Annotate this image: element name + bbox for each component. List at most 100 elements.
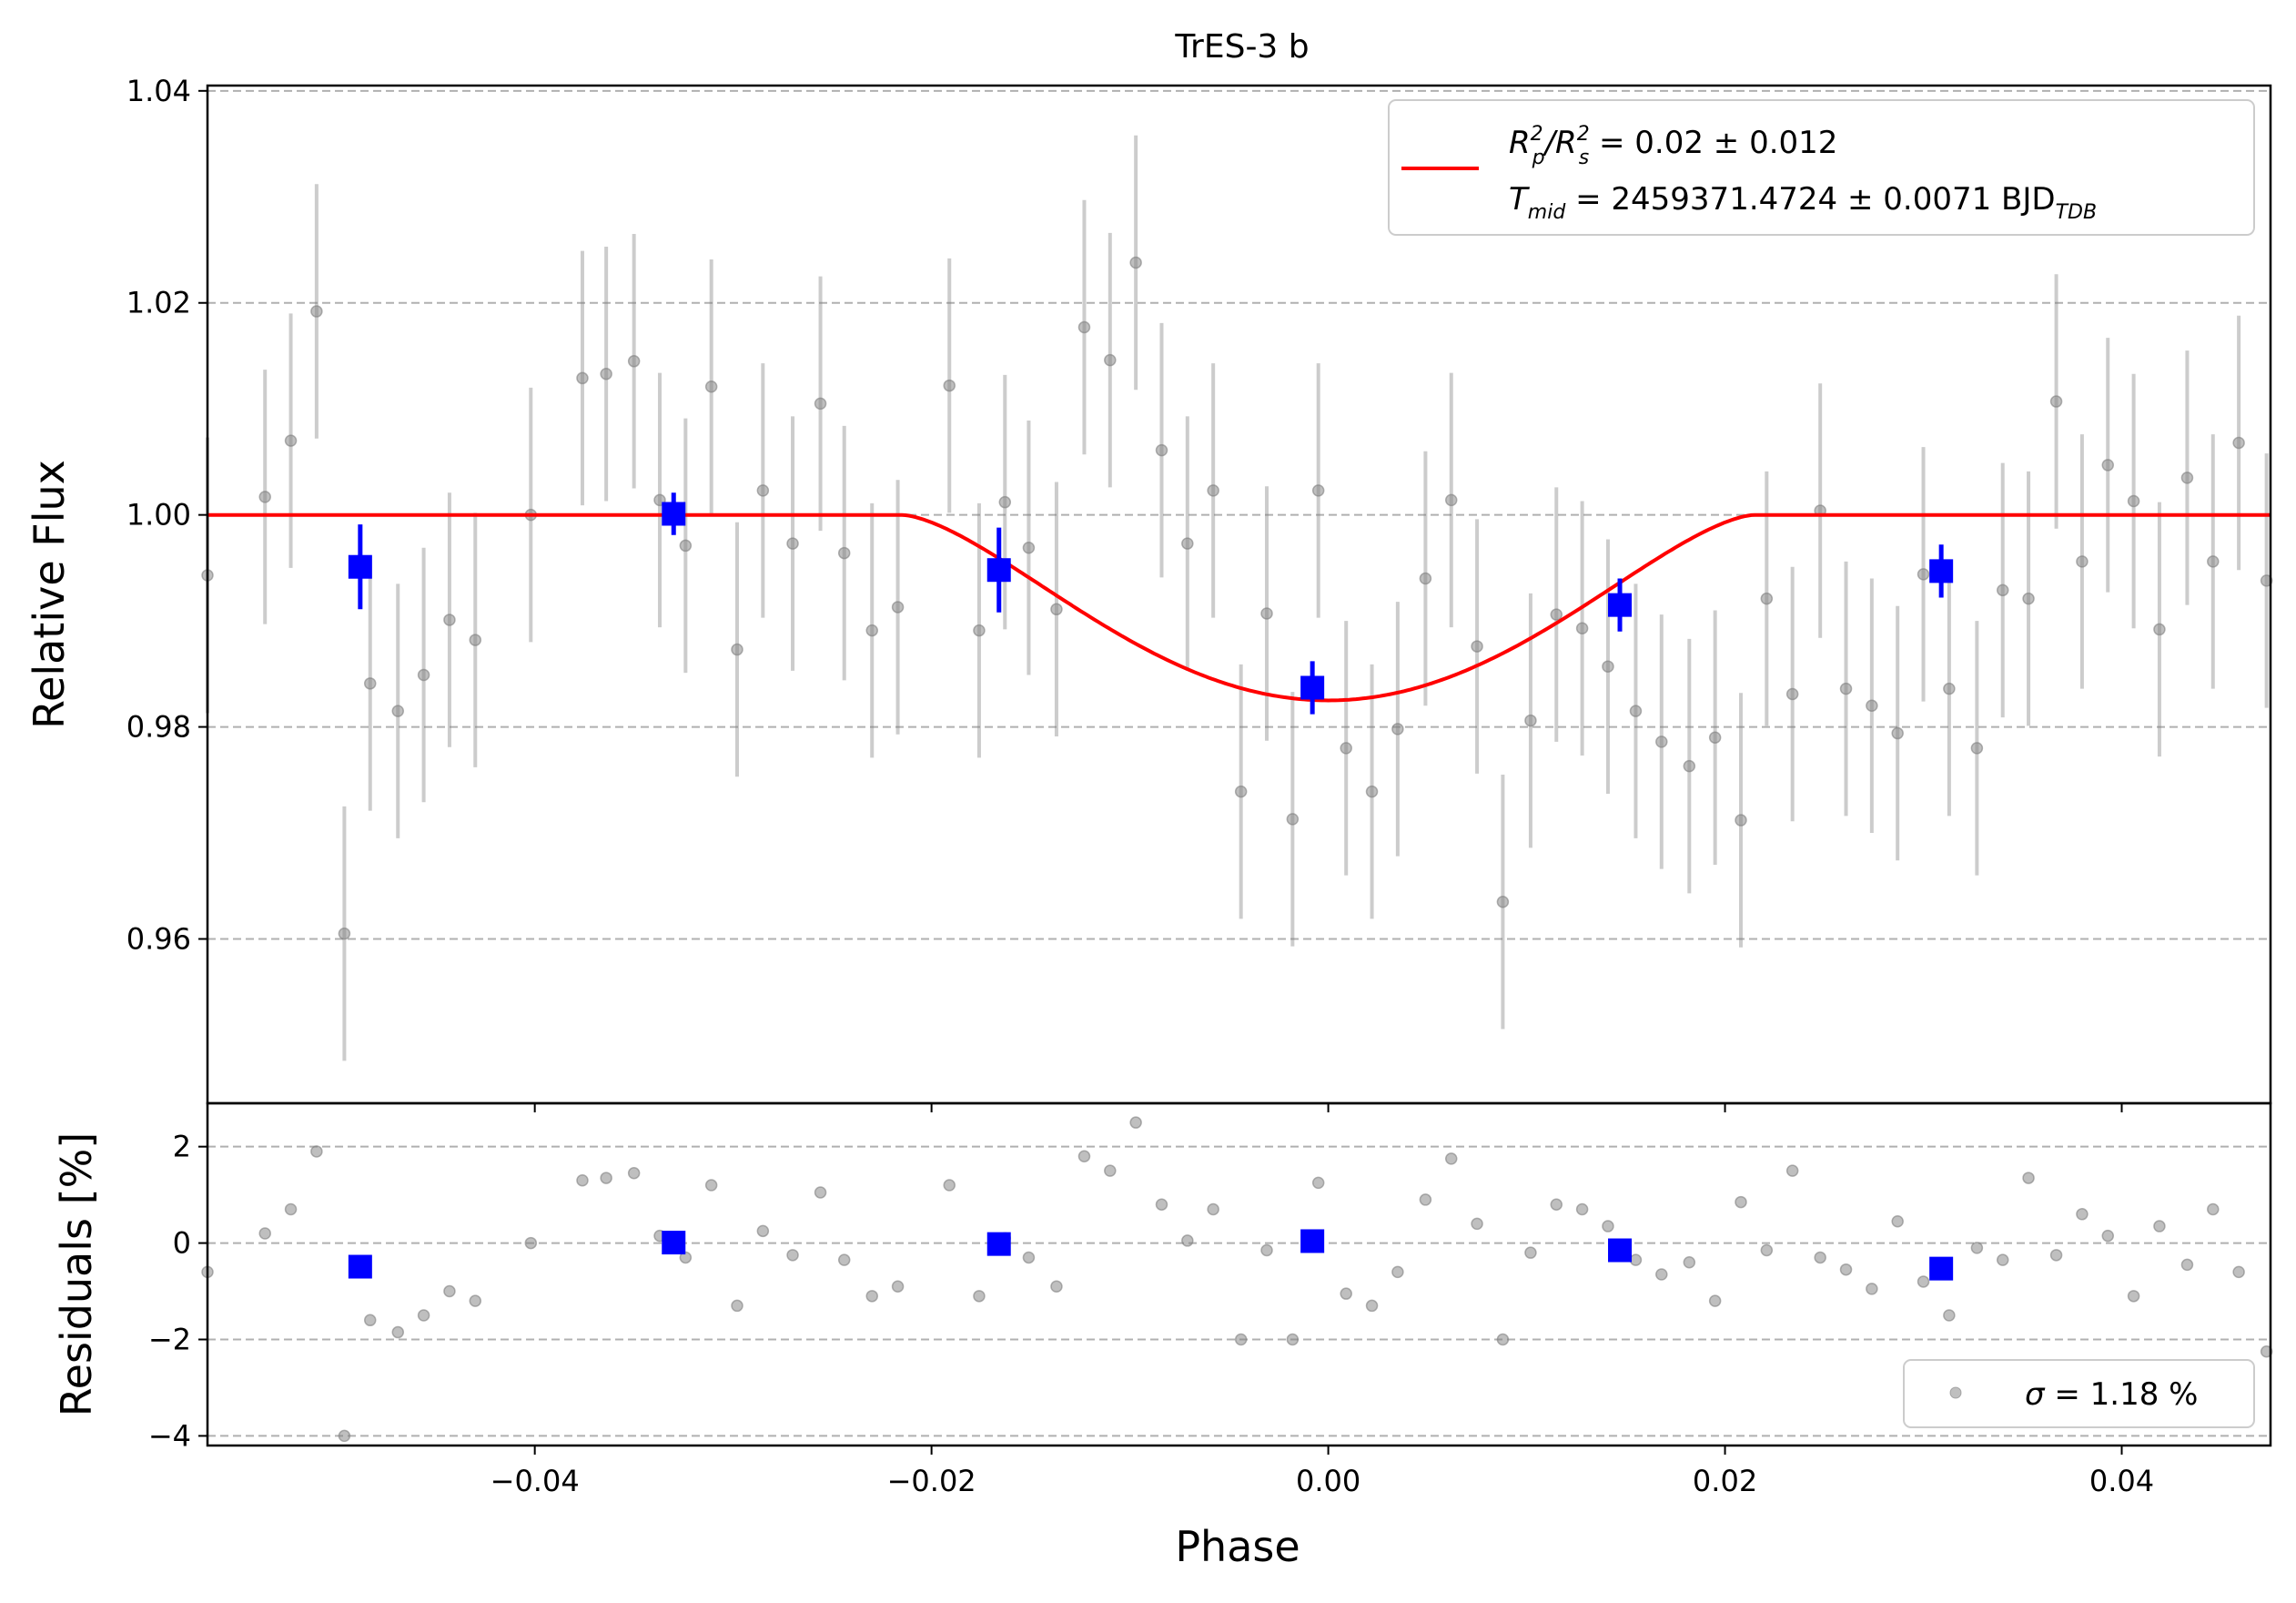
residual-raw-point	[2207, 1202, 2220, 1216]
residual-raw-point	[363, 1314, 377, 1327]
residual-raw-point	[1104, 1164, 1117, 1177]
raw-data-point	[1365, 785, 1379, 798]
residual-binned-point	[1929, 1256, 1954, 1281]
residual-raw-point	[1311, 1176, 1325, 1190]
residual-raw-point	[1629, 1253, 1643, 1266]
raw-data-point	[1629, 705, 1643, 717]
residual-raw-point	[1943, 1309, 1956, 1322]
residual-legend-box	[1903, 1359, 2255, 1428]
residual-raw-point	[2260, 1344, 2273, 1358]
main-y-axis-title: Relative Flux	[25, 460, 74, 729]
residual-raw-point	[1022, 1251, 1036, 1264]
residual-raw-point	[1524, 1246, 1537, 1259]
residual-raw-point	[756, 1224, 770, 1238]
legend-depth-text: R2 p/R2 s = 0.02 ± 0.012	[1509, 123, 1837, 169]
x-tick-label: 0.04	[2089, 1464, 2154, 1498]
transit-model-line	[207, 512, 2271, 703]
raw-data-point	[2049, 395, 2063, 408]
residual-raw-point	[891, 1280, 905, 1293]
residual-y-tick-label: 0	[173, 1226, 191, 1261]
residual-raw-point	[1207, 1202, 1219, 1216]
raw-data-point	[1260, 607, 1273, 620]
residual-binned-point	[348, 1254, 372, 1279]
residual-raw-point	[1419, 1193, 1432, 1206]
main-y-tick-label: 1.00	[126, 498, 191, 533]
raw-data-point	[1207, 484, 1219, 497]
main-y-tick-label: 0.96	[126, 921, 191, 956]
residual-raw-point	[1365, 1299, 1379, 1313]
raw-data-point	[391, 705, 405, 717]
residual-raw-point	[1917, 1275, 1930, 1288]
residual-raw-point	[1155, 1198, 1168, 1211]
raw-data-point	[679, 539, 693, 553]
raw-data-point	[973, 624, 986, 637]
raw-data-point	[1996, 583, 2009, 597]
residual-raw-point	[2022, 1172, 2035, 1184]
residual-raw-point	[1340, 1287, 1352, 1300]
residual-y-tick-label: −2	[148, 1322, 191, 1356]
residual-raw-point	[1129, 1116, 1142, 1129]
chart-title: TrES-3 b	[1174, 28, 1309, 66]
residual-raw-point	[1996, 1253, 2009, 1266]
residual-raw-point	[443, 1284, 456, 1298]
raw-data-point	[1760, 592, 1774, 605]
residual-raw-point	[524, 1236, 538, 1250]
legend-residual-marker	[1949, 1386, 1962, 1399]
raw-data-point	[363, 677, 377, 690]
raw-data-point	[2207, 555, 2220, 568]
raw-data-point	[837, 546, 851, 560]
residual-raw-point	[1891, 1214, 1904, 1228]
residual-raw-point	[1550, 1198, 1563, 1211]
raw-data-point	[1496, 895, 1510, 908]
raw-data-point	[1708, 731, 1722, 744]
residual-raw-point	[2049, 1249, 2063, 1262]
raw-data-point	[1311, 484, 1325, 497]
raw-data-point	[943, 379, 956, 392]
residual-raw-point	[786, 1249, 799, 1262]
residual-raw-point	[704, 1179, 718, 1192]
raw-data-point	[1104, 353, 1117, 367]
raw-data-point	[1655, 736, 1668, 748]
raw-data-point	[891, 601, 905, 614]
raw-data-point	[814, 397, 827, 411]
residual-raw-point	[943, 1179, 956, 1192]
raw-data-point	[2232, 436, 2245, 450]
raw-data-point	[417, 668, 430, 682]
residual-raw-point	[1260, 1243, 1273, 1257]
residual-y-ticks: 2 0 −2 −4	[148, 1130, 207, 1453]
residual-raw-point	[1839, 1263, 1853, 1276]
main-y-tick-label: 0.98	[126, 710, 191, 745]
residual-raw-point	[2180, 1258, 2194, 1272]
raw-data-point	[1785, 687, 1799, 701]
residual-raw-point	[600, 1172, 612, 1184]
residual-raw-point	[1575, 1202, 1589, 1216]
raw-data-point	[1129, 256, 1142, 269]
raw-data-point	[1340, 742, 1352, 755]
raw-data-point	[2022, 592, 2035, 605]
raw-data-point	[1839, 682, 1853, 695]
residual-raw-point	[1181, 1234, 1194, 1247]
residual-y-tick-label: 2	[173, 1130, 191, 1164]
raw-data-point	[600, 368, 612, 380]
residual-raw-point	[1286, 1333, 1300, 1346]
raw-data-point	[1181, 537, 1194, 550]
raw-data-point	[1419, 572, 1432, 585]
main-binned-points	[348, 492, 1954, 715]
raw-data-point	[2153, 623, 2166, 636]
raw-data-point	[1602, 660, 1614, 673]
residual-binned-point	[1300, 1229, 1325, 1253]
raw-data-point	[1970, 742, 1984, 755]
raw-data-point	[1471, 640, 1483, 653]
raw-data-point	[865, 624, 878, 637]
residual-raw-point	[2076, 1208, 2089, 1221]
residual-raw-point	[865, 1290, 878, 1303]
raw-data-point	[310, 305, 323, 318]
residual-raw-point	[1234, 1333, 1248, 1346]
binned-data-point	[662, 502, 686, 526]
raw-data-point	[284, 434, 298, 447]
residual-raw-point	[1708, 1294, 1722, 1307]
residual-raw-point	[576, 1173, 589, 1187]
residual-y-axis-title: Residuals [%]	[52, 1132, 101, 1416]
binned-data-point	[986, 558, 1011, 583]
